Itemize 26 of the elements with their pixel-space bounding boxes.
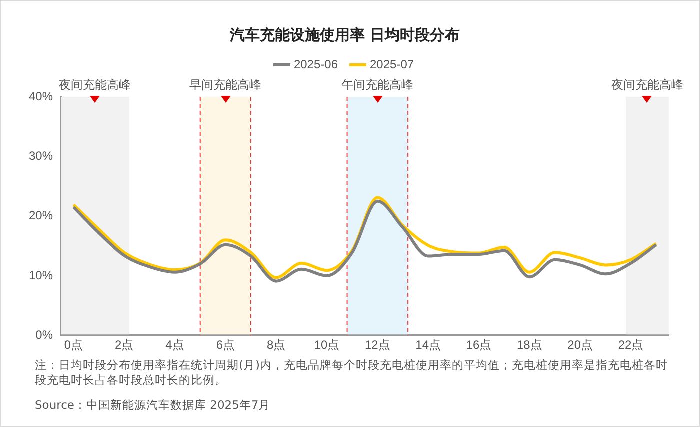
x-tick-label: 14点 xyxy=(416,338,442,352)
y-tick-label: 10% xyxy=(28,268,54,282)
y-tick-label: 20% xyxy=(28,208,54,223)
x-tick-label: 22点 xyxy=(618,338,644,352)
chart-title: 汽车充能设施使用率 日均时段分布 xyxy=(228,26,460,44)
x-tick-label: 18点 xyxy=(516,338,542,352)
band-label: 早间充能高峰 xyxy=(190,78,262,92)
band-label: 夜间充能高峰 xyxy=(611,78,684,92)
x-tick-label: 12点 xyxy=(364,338,390,352)
x-tick-label: 20点 xyxy=(568,338,594,352)
x-tick-label: 0点 xyxy=(64,338,84,352)
x-tick-label: 6点 xyxy=(216,338,236,352)
x-tick-label: 16点 xyxy=(466,338,492,352)
x-tick-label: 2点 xyxy=(115,338,134,352)
x-tick-label: 10点 xyxy=(314,338,340,352)
x-tick-label: 8点 xyxy=(267,338,286,352)
legend-label: 2025-06 xyxy=(294,57,338,72)
legend-label: 2025-07 xyxy=(370,57,414,72)
y-tick-label: 40% xyxy=(28,89,54,104)
source-note: Source：中国新能源汽车数据库 2025年7月 xyxy=(35,398,272,413)
band-label: 午间充能高峰 xyxy=(342,78,414,92)
band-label: 夜间充能高峰 xyxy=(59,78,132,92)
x-tick-label: 4点 xyxy=(166,338,184,352)
y-tick-label: 30% xyxy=(28,148,54,163)
text: 注：日均时段分布使用率指在统计周期(月)内，充电品牌每个时段充电桩使用率的平均值；充电桩使用率是指充电桩各时段充电时长占各时段总时长的比例。 xyxy=(35,358,669,388)
y-tick-label: 0% xyxy=(36,328,54,342)
